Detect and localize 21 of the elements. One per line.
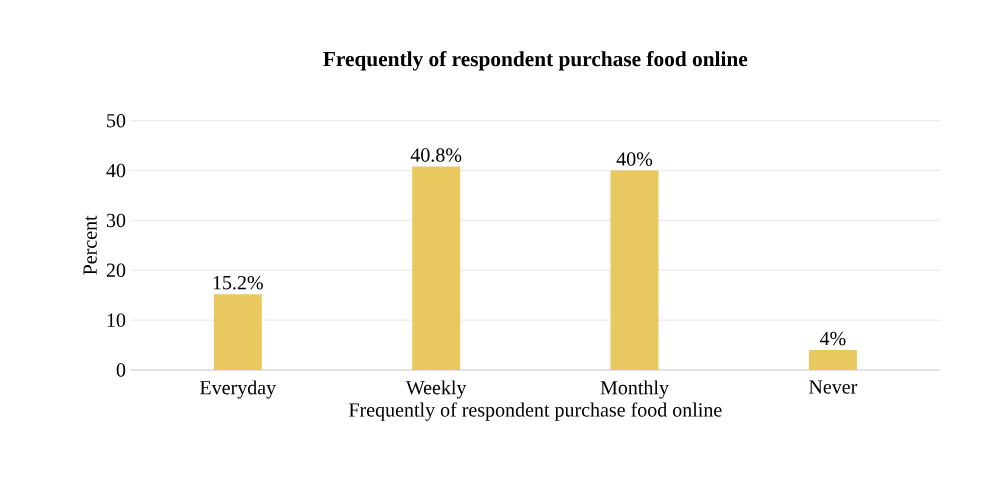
bar — [808, 350, 857, 370]
data-label: 15.2% — [213, 275, 263, 290]
x-tick-label: Monthly — [600, 380, 669, 399]
y-tick-label: 10 — [107, 313, 126, 327]
x-tick-label: Never — [809, 380, 858, 394]
data-label: 40% — [616, 152, 653, 166]
y-tick-label: 40 — [106, 163, 126, 178]
y-tick-label: 50 — [107, 113, 126, 128]
x-axis-title: Frequently of respondent purchase food online — [349, 402, 722, 421]
bar — [610, 170, 659, 370]
bar — [412, 166, 461, 370]
x-tick-label: Everyday — [200, 380, 277, 399]
y-tick-label: 20 — [106, 263, 126, 277]
y-tick-label: 0 — [116, 363, 126, 377]
bar — [213, 294, 262, 370]
y-tick-label: 30 — [106, 213, 126, 228]
x-tick-label: Weekly — [405, 380, 467, 399]
chart-title: Frequently of respondent purchase food online — [323, 51, 748, 71]
data-label: 4% — [819, 331, 846, 346]
y-axis-title: Percent — [83, 215, 97, 275]
data-label: 40.8% — [410, 148, 462, 162]
